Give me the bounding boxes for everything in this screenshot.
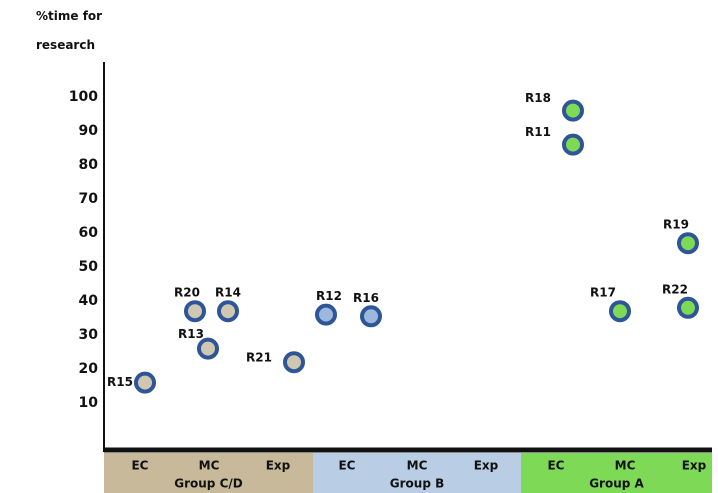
point-label-r14: R14 [215,286,241,300]
group-label: Group B [390,477,444,491]
data-point-r15 [134,371,156,394]
point-labels: R15 R20 R14 R13 R21 R12 R16 R18 R11 R17 R19 R22 [107,91,689,389]
category-label: EC [131,459,148,473]
group-band-2 [313,453,521,493]
data-point-r17 [609,300,631,323]
point-label-r16: R16 [353,291,379,305]
category-label: EC [547,459,564,473]
data-point-r20 [184,300,206,323]
y-tick-label: 70 [79,191,99,207]
category-label: MC [199,459,220,473]
y-tick-label: 100 [69,89,98,105]
point-label-r18: R18 [525,91,551,105]
point-label-r13: R13 [178,327,204,341]
point-label-r19: R19 [663,218,689,232]
point-label-r22: R22 [662,282,688,296]
data-point-r16 [360,305,382,328]
data-point-r11 [562,133,584,156]
point-label-r17: R17 [590,286,616,300]
point-label-r11: R11 [525,125,551,139]
y-axis-label: %time for research [36,9,102,52]
axes [103,62,712,453]
y-ticks: 10 20 30 40 50 60 70 80 90 100 [69,89,98,411]
data-points [134,99,699,394]
group-label: Group A [589,477,644,491]
category-label: MC [407,459,428,473]
y-tick-label: 40 [79,293,99,309]
data-point-r13 [197,337,219,360]
point-label-r21: R21 [246,351,272,365]
data-point-r21 [283,351,305,374]
data-point-r14 [217,300,239,323]
data-point-r18 [562,99,584,122]
point-label-r20: R20 [174,286,200,300]
group-bands: Group C/D Group B Group A EC MC Exp EC MC Exp EC M… [104,453,712,493]
category-label: Exp [682,459,707,473]
y-axis-label-line2: research [36,38,95,52]
point-label-r12: R12 [316,289,342,303]
y-tick-label: 80 [79,157,99,173]
group-label: Group C/D [174,477,243,491]
y-tick-label: 60 [79,225,99,241]
data-point-r22 [677,296,699,319]
group-band-3 [521,453,712,493]
y-axis-label-line1: %time for [36,9,102,23]
y-tick-label: 20 [79,361,99,377]
y-tick-label: 30 [79,327,99,343]
category-label: EC [338,459,355,473]
category-label: MC [615,459,636,473]
data-point-r19 [677,232,699,255]
y-tick-label: 90 [79,123,99,139]
category-label: Exp [474,459,499,473]
category-label: Exp [266,459,291,473]
y-tick-label: 50 [79,259,99,275]
group-band-1 [104,453,313,493]
y-tick-label: 10 [79,395,99,411]
data-point-r12 [315,303,337,326]
point-label-r15: R15 [107,375,133,389]
